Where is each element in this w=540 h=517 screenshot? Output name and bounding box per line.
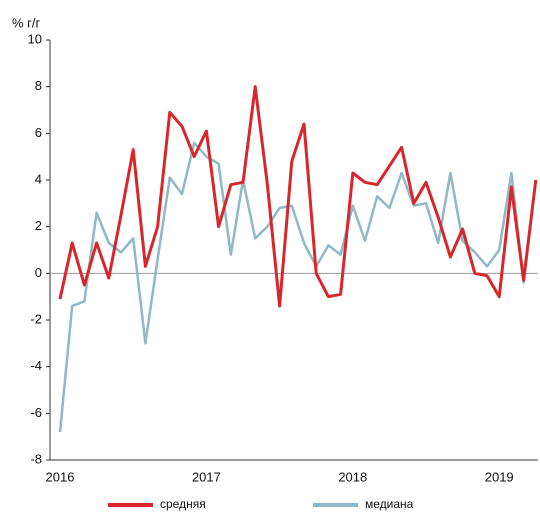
line-series xyxy=(58,85,538,308)
y-tick-label: 4 xyxy=(35,171,42,186)
y-tick-label: -2 xyxy=(30,311,42,326)
x-tick-label: 2018 xyxy=(338,469,367,484)
x-tick-label: 2017 xyxy=(192,469,221,484)
legend-label: средняя xyxy=(160,497,206,511)
x-tick-label: 2016 xyxy=(46,469,75,484)
y-axis-label: % г/г xyxy=(12,15,41,30)
y-tick-label: 8 xyxy=(35,78,42,93)
x-tick-label: 2019 xyxy=(485,469,514,484)
y-tick-label: 2 xyxy=(35,218,42,233)
y-tick-label: 6 xyxy=(35,125,42,140)
y-tick-label: -6 xyxy=(30,405,42,420)
legend-label: медиана xyxy=(365,497,414,511)
y-tick-label: -8 xyxy=(30,451,42,466)
y-tick-label: 10 xyxy=(28,31,42,46)
line-series xyxy=(58,141,538,433)
y-tick-label: 0 xyxy=(35,265,42,280)
y-tick-label: -4 xyxy=(30,358,42,373)
